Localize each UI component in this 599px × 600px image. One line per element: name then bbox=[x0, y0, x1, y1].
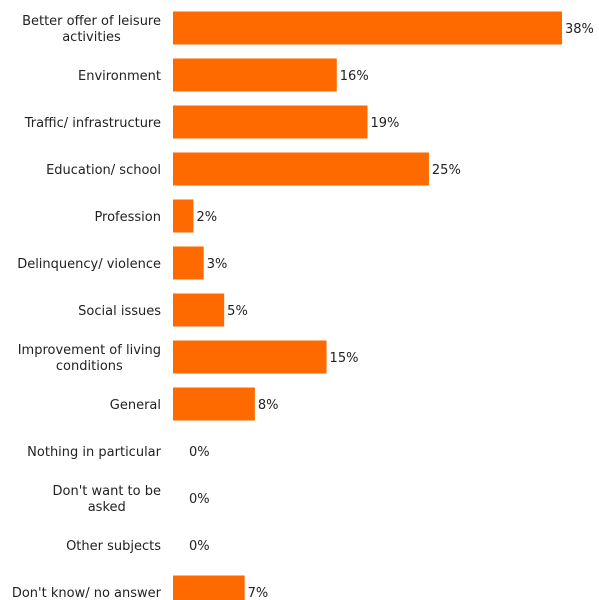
value-label: 3% bbox=[207, 257, 228, 272]
category-label: Improvement of living conditions bbox=[18, 343, 161, 374]
value-label: 38% bbox=[565, 22, 594, 37]
bar bbox=[173, 293, 225, 327]
category-label: Nothing in particular bbox=[27, 445, 161, 460]
category-label: General bbox=[110, 398, 161, 413]
value-label: 0% bbox=[189, 445, 210, 460]
value-label: 2% bbox=[196, 210, 217, 225]
category-label: Other subjects bbox=[66, 539, 161, 554]
value-label: 19% bbox=[371, 116, 400, 131]
category-label: Don't know/ no answer bbox=[12, 586, 162, 600]
bar bbox=[173, 152, 429, 186]
category-label: Better offer of leisure activities bbox=[22, 14, 161, 45]
category-label: Education/ school bbox=[46, 163, 161, 178]
bar bbox=[173, 387, 255, 421]
bar bbox=[173, 199, 194, 233]
value-label: 7% bbox=[248, 586, 269, 600]
value-label: 5% bbox=[227, 304, 248, 319]
bars-group bbox=[173, 11, 562, 600]
bar bbox=[173, 575, 245, 600]
category-label: Delinquency/ violence bbox=[17, 257, 161, 272]
bar bbox=[173, 58, 337, 92]
value-label: 0% bbox=[189, 492, 210, 507]
bar bbox=[173, 246, 204, 280]
value-label: 16% bbox=[340, 69, 369, 84]
category-label: Traffic/ infrastructure bbox=[24, 116, 161, 131]
category-label: Don't want to be asked bbox=[52, 484, 161, 515]
category-label: Social issues bbox=[78, 304, 161, 319]
bar bbox=[173, 11, 562, 45]
value-labels-group: 38% 16% 19% 25% 2% 3% 5% 15% 8% 0% 0% 0% 7% bbox=[189, 22, 594, 600]
bar bbox=[173, 340, 327, 374]
bar bbox=[173, 105, 368, 139]
value-label: 25% bbox=[432, 163, 461, 178]
category-labels-group: Better offer of leisure activities Environ… bbox=[12, 14, 162, 600]
value-label: 15% bbox=[330, 351, 359, 366]
category-label: Environment bbox=[78, 69, 161, 84]
value-label: 0% bbox=[189, 539, 210, 554]
value-label: 8% bbox=[258, 398, 279, 413]
category-label: Profession bbox=[94, 210, 161, 225]
